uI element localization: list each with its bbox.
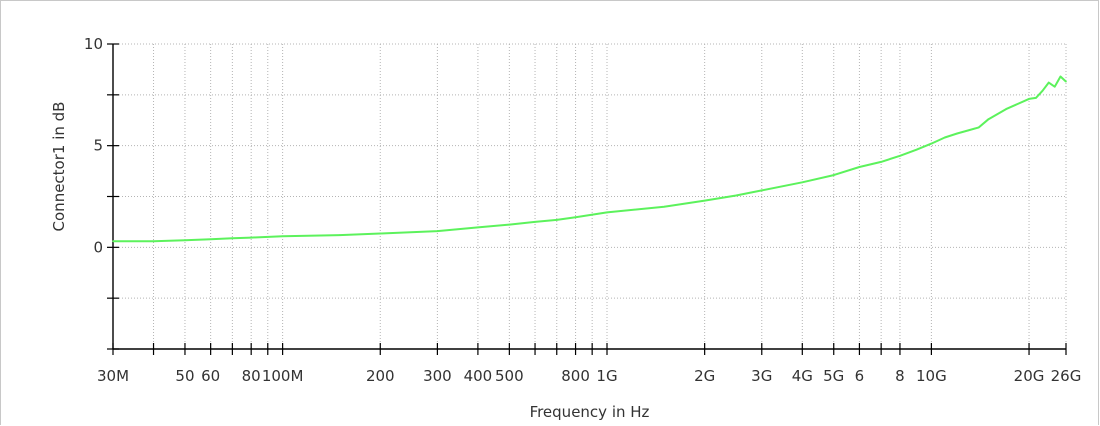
data-series xyxy=(112,75,1067,243)
x-tick-label: 50 xyxy=(175,367,194,385)
x-tick-label: 300 xyxy=(423,367,452,385)
y-axis-title: Connector1 in dB xyxy=(50,102,68,232)
x-tick-label: 500 xyxy=(495,367,524,385)
data-point xyxy=(379,232,382,235)
data-point xyxy=(735,194,737,197)
data-point xyxy=(338,234,341,236)
data-point xyxy=(1053,85,1056,88)
data-point xyxy=(556,219,558,221)
x-tick-label: 5G xyxy=(823,367,844,385)
x-tick-label: 80 xyxy=(242,367,261,385)
data-point xyxy=(1028,98,1030,100)
x-tick-label: 6 xyxy=(855,367,865,385)
x-tick-label: 1G xyxy=(596,367,617,385)
data-point xyxy=(1059,75,1062,78)
data-point xyxy=(184,239,186,241)
y-tick-label: 5 xyxy=(93,137,103,155)
data-point xyxy=(152,240,155,242)
data-point xyxy=(508,223,511,226)
x-tick-label: 10G xyxy=(916,367,947,385)
data-point xyxy=(209,238,212,240)
x-tick-label: 20G xyxy=(1014,367,1045,385)
data-point xyxy=(967,129,970,132)
data-point xyxy=(663,205,665,208)
ticks: 30M 50 60 80 100M 200 300 400 500 800 1G 2G 3G 4G 5G 6 8… xyxy=(84,35,1081,385)
data-point xyxy=(281,235,284,237)
data-point xyxy=(987,118,990,120)
grid-lines xyxy=(113,43,1067,349)
x-tick-label: 26G xyxy=(1051,367,1082,385)
data-point xyxy=(606,211,608,214)
data-point xyxy=(1047,81,1050,84)
data-point xyxy=(231,237,234,239)
data-point xyxy=(574,216,577,218)
data-point xyxy=(930,142,933,145)
data-point xyxy=(915,148,918,151)
x-tick-label: 8 xyxy=(895,367,905,385)
data-point xyxy=(1041,90,1044,92)
x-tick-label: 2G xyxy=(694,367,715,385)
data-point xyxy=(832,174,835,176)
data-point xyxy=(534,221,536,223)
data-point xyxy=(801,181,804,184)
data-point xyxy=(978,126,980,129)
data-point xyxy=(703,199,706,202)
data-point xyxy=(112,240,114,242)
x-tick-label: 100M xyxy=(262,367,304,385)
y-tick-label: 0 xyxy=(93,238,103,256)
x-tick-label: 200 xyxy=(366,367,395,385)
data-point xyxy=(250,236,252,239)
data-point xyxy=(477,226,479,229)
data-point xyxy=(1005,108,1007,110)
x-tick-label: 60 xyxy=(201,367,220,385)
data-point xyxy=(858,166,861,168)
x-axis-title: Frequency in Hz xyxy=(530,403,650,421)
data-point xyxy=(436,230,439,232)
x-tick-label: 800 xyxy=(561,367,590,385)
data-point xyxy=(956,132,958,135)
data-point xyxy=(899,155,901,157)
x-tick-label: 4G xyxy=(792,367,813,385)
data-point xyxy=(1035,97,1037,99)
x-tick-label: 30M xyxy=(97,367,129,385)
data-point xyxy=(944,136,946,139)
data-point xyxy=(880,161,882,163)
data-point xyxy=(761,189,763,192)
x-tick-label: 400 xyxy=(464,367,493,385)
series-line xyxy=(113,75,1067,243)
y-tick-label: 10 xyxy=(84,35,103,53)
data-point xyxy=(1065,80,1067,83)
x-tick-label: 3G xyxy=(751,367,772,385)
